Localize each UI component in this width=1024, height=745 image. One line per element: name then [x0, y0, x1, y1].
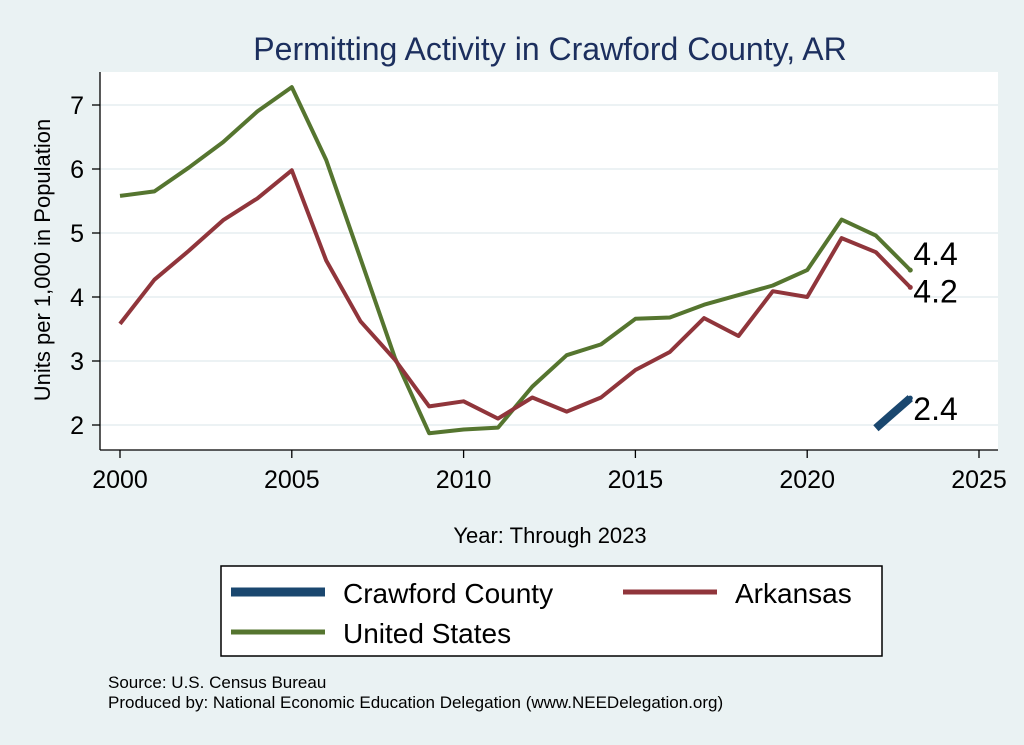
x-tick-label: 2020 [779, 466, 835, 494]
legend-label-arkansas: Arkansas [735, 578, 852, 609]
plot-area [100, 72, 998, 450]
end-label-arkansas: 4.2 [913, 273, 957, 309]
y-tick-label: 7 [70, 92, 84, 120]
x-tick-label: 2025 [951, 466, 1007, 494]
end-label-united-states: 4.4 [913, 236, 957, 272]
series-layer [118, 85, 913, 436]
y-tick-label: 4 [70, 284, 84, 312]
x-tick-label: 2000 [92, 466, 148, 494]
x-ticks: 2000 2005 2010 2015 2020 2025 [92, 450, 1007, 494]
produced-by-note: Produced by: National Economic Education… [108, 693, 723, 712]
x-tick-label: 2015 [608, 466, 664, 494]
y-tick-label: 6 [70, 156, 84, 184]
legend-label-united-states: United States [343, 618, 511, 649]
source-note: Source: U.S. Census Bureau [108, 673, 326, 692]
end-labels: 4.44.2 2.4 [913, 236, 957, 427]
x-tick-label: 2005 [264, 466, 320, 494]
end-label-crawford-county: 2.4 [913, 391, 957, 427]
y-axis-title: Units per 1,000 in Population [30, 119, 55, 402]
series-endpoint-crawford-county [907, 395, 913, 401]
series-line-arkansas [118, 168, 912, 421]
chart-title: Permitting Activity in Crawford County, … [253, 31, 846, 67]
y-tick-label: 5 [70, 220, 84, 248]
legend-box [220, 565, 883, 657]
y-tick-label: 2 [70, 412, 84, 440]
legend-label-crawford-county: Crawford County [343, 578, 553, 609]
y-ticks: 2 3 4 5 6 7 [70, 92, 100, 440]
gridlines [100, 104, 998, 426]
legend: Crawford County Arkansas United States [220, 565, 883, 657]
y-tick-label: 3 [70, 348, 84, 376]
x-tick-label: 2010 [436, 466, 492, 494]
series-line-crawford-county [873, 395, 913, 432]
series-endpoint-united-states [907, 267, 913, 273]
x-axis-title: Year: Through 2023 [453, 523, 646, 548]
series-endpoint-arkansas [907, 284, 913, 290]
